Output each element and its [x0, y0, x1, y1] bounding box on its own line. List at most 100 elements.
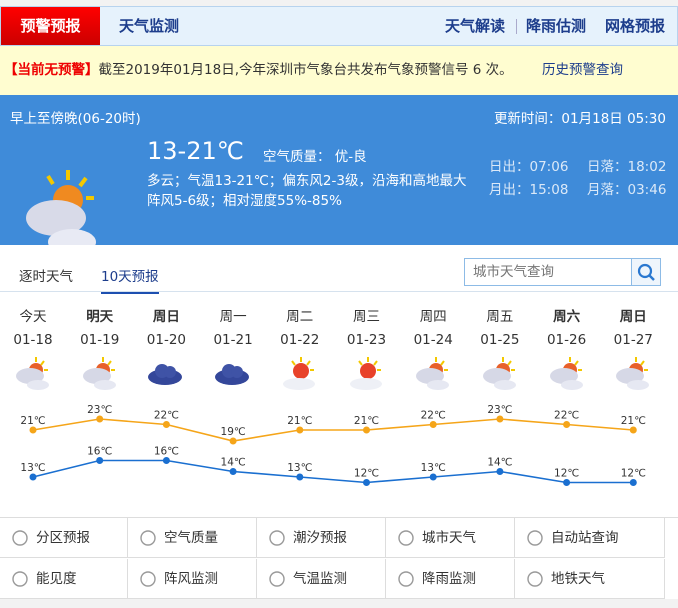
history-warning-link[interactable]: 历史预警查询	[542, 62, 623, 78]
warning-text: 截至2019年01月18日,今年深圳市气象台共发布气象预警信号 6 次。	[98, 62, 513, 78]
link-map-pin[interactable]: 分区预报	[0, 518, 128, 558]
link-label: 城市天气	[422, 529, 476, 546]
partly-cloudy-icon	[549, 357, 583, 390]
link-label: 阵风监测	[164, 570, 218, 587]
low-temp-point	[96, 457, 104, 464]
link-sun-cloud[interactable]: 城市天气	[386, 518, 515, 558]
forecast-date: 01-27	[613, 332, 653, 348]
low-temp-label: 12℃	[354, 468, 379, 480]
link-wind[interactable]: 阵风监测	[128, 559, 257, 599]
link-label: 自动站查询	[551, 529, 619, 546]
tab-hourly[interactable]: 逐时天气	[19, 269, 73, 285]
forecast-date: 01-24	[413, 332, 453, 348]
tide-icon	[269, 529, 285, 546]
forecast-day: 周日	[152, 309, 180, 325]
air-quality: 空气质量： 优-良	[263, 149, 367, 165]
high-temp-point	[563, 421, 571, 428]
overcast-icon	[148, 364, 183, 385]
overcast-icon	[215, 364, 250, 385]
city-search-input[interactable]	[465, 259, 632, 285]
link-thermometer[interactable]: 气温监测	[257, 559, 386, 599]
high-temp-point	[29, 426, 37, 434]
nav-rain-estimate[interactable]: 降雨估测	[526, 17, 587, 35]
forecast-date: 01-23	[346, 332, 387, 348]
sunset: 日落：18:02	[587, 159, 667, 175]
high-temp-label: 21℃	[621, 415, 646, 427]
leaf-icon	[140, 529, 156, 546]
low-temp-point	[296, 473, 304, 481]
forecast-day: 周三	[353, 309, 380, 325]
nav-grid-forecast[interactable]: 网格预报	[605, 17, 666, 35]
low-temp-label: 16℃	[87, 446, 112, 458]
high-temp-line	[32, 418, 634, 442]
forecast-date: 01-18	[13, 332, 53, 348]
update-time: 更新时间：01月18日 05:30	[493, 111, 666, 127]
top-nav: 预警预报 天气监测 天气解读 降雨估测 网格预报	[0, 6, 678, 46]
nav-weather-interpretation[interactable]: 天气解读	[445, 17, 506, 35]
high-temp-label: 21℃	[287, 415, 312, 427]
forecast-period: 早上至傍晚(06-20时)	[10, 111, 141, 127]
high-temp-label: 21℃	[20, 415, 45, 427]
link-label: 地铁天气	[551, 570, 605, 587]
forecast-day: 明天	[86, 309, 114, 325]
link-label: 潮汐预报	[293, 529, 347, 546]
link-label: 能见度	[36, 570, 77, 587]
temperature-chart: 21℃ 23℃ 22℃ 19℃ 21℃ 21℃ 22℃ 23℃ 22℃ 21℃ 13℃ 16℃ 16℃ 1…	[20, 404, 646, 486]
forecast-day: 周五	[486, 309, 514, 325]
link-leaf[interactable]: 空气质量	[128, 518, 257, 558]
thermometer-icon	[269, 570, 285, 587]
forecast-day: 周六	[553, 309, 581, 325]
search-button[interactable]	[631, 259, 660, 285]
link-tide[interactable]: 潮汐预报	[257, 518, 386, 558]
high-temp-label: 22℃	[154, 410, 179, 422]
low-temp-label: 16℃	[154, 446, 179, 458]
partly-cloudy-icon	[482, 357, 516, 390]
low-temp-point	[162, 457, 170, 464]
forecast-day: 周二	[286, 309, 314, 325]
tab-10-day[interactable]: 10天预报	[101, 265, 159, 294]
link-weather-station[interactable]: 自动站查询	[515, 518, 665, 558]
link-metro-train[interactable]: 地铁天气	[515, 559, 665, 599]
low-temp-label: 14℃	[221, 457, 246, 469]
link-eye[interactable]: 能见度	[0, 559, 128, 599]
forecast-date: 01-22	[280, 332, 320, 348]
map-pin-icon	[12, 529, 28, 546]
forecast-date: 01-25	[480, 332, 520, 348]
high-temp-point	[363, 426, 370, 434]
low-temp-label: 12℃	[554, 468, 579, 480]
forecast-day: 今天	[19, 309, 47, 325]
tab-warning-forecast[interactable]: 预警预报	[1, 7, 100, 45]
high-temp-point	[296, 426, 304, 434]
low-temp-point	[429, 473, 437, 481]
search-icon	[637, 263, 655, 281]
divider	[516, 19, 517, 34]
sunny-cloudy-icon	[349, 357, 382, 390]
metro-train-icon	[527, 570, 543, 587]
tab-weather-monitor[interactable]: 天气监测	[119, 17, 180, 35]
forecast-section: 逐时天气 10天预报 今天 01-18 明天 01-19 周日 01-20 周一…	[0, 245, 678, 517]
moonrise: 月出：15:08	[489, 182, 569, 198]
low-temp-label: 12℃	[621, 468, 646, 480]
forecast-date: 01-19	[80, 332, 120, 348]
moonset: 月落：03:46	[587, 182, 667, 198]
link-rain-cloud[interactable]: 降雨监测	[386, 559, 515, 599]
low-temp-point	[563, 479, 571, 486]
partly-cloudy-icon	[416, 357, 450, 390]
high-temp-label: 19℃	[221, 426, 246, 438]
forecast-date: 01-20	[146, 332, 186, 348]
low-temp-point	[496, 468, 504, 475]
eye-icon	[12, 570, 28, 587]
low-temp-point	[229, 468, 237, 475]
low-temp-label: 13℃	[421, 462, 446, 474]
warning-status: 【当前无预警】	[4, 62, 99, 78]
high-temp-label: 23℃	[487, 404, 512, 416]
divider	[0, 291, 678, 292]
sunny-cloudy-icon	[282, 357, 315, 390]
low-temp-point	[363, 479, 370, 486]
sunrise: 日出：07:06	[489, 159, 569, 175]
partly-cloudy-icon	[16, 357, 49, 390]
city-search	[464, 258, 661, 286]
wind-icon	[140, 570, 156, 587]
forecast-day: 周一	[219, 309, 247, 325]
link-label: 气温监测	[293, 570, 347, 587]
